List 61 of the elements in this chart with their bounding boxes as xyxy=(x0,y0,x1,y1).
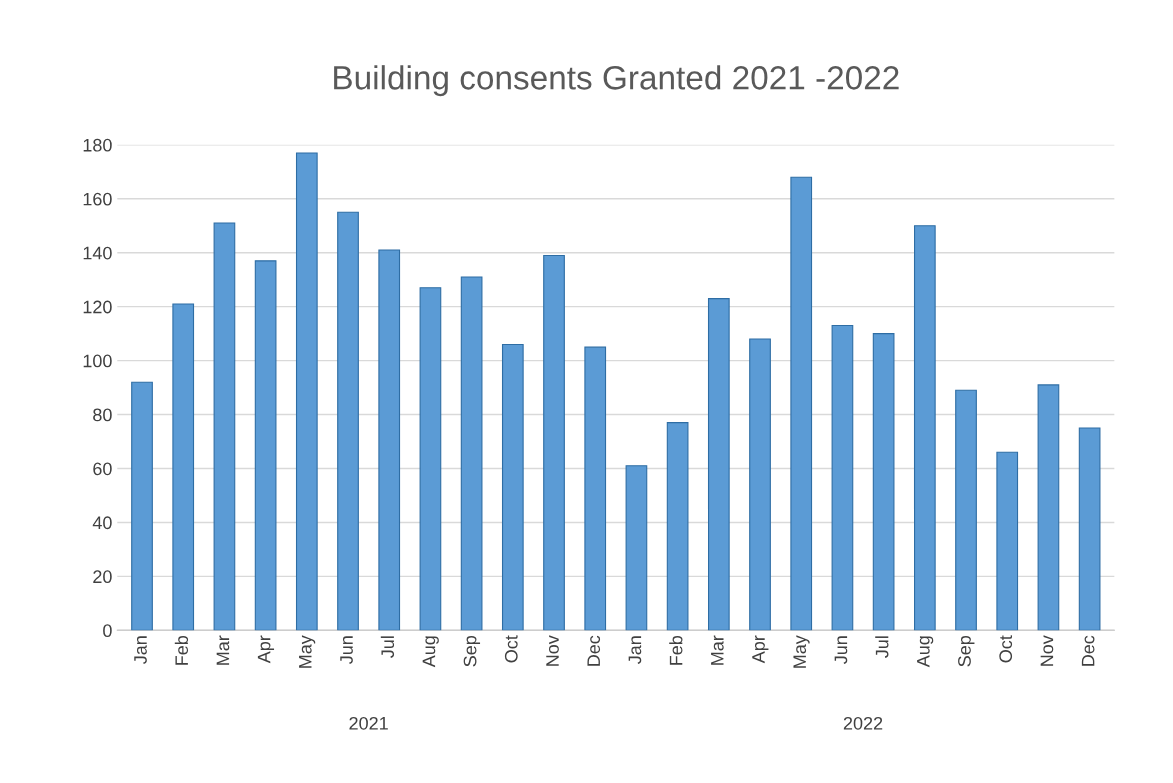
x-tick-label: Aug xyxy=(917,636,934,668)
x-tick-label: Dec xyxy=(587,635,601,666)
x-tick-label: Apr xyxy=(257,635,275,664)
y-tick-label: 140 xyxy=(83,246,112,260)
chart-title: Building consents Granted 2021 -2022 xyxy=(334,65,899,97)
x-tick-label: Jul xyxy=(875,636,889,658)
bar xyxy=(213,222,236,631)
bar xyxy=(337,211,359,631)
bar xyxy=(872,333,895,631)
y-tick-label: 160 xyxy=(83,192,112,206)
bar xyxy=(790,176,813,631)
y-tick-label: 40 xyxy=(92,516,112,530)
y-tick-label: 0 xyxy=(103,624,112,638)
bar xyxy=(295,152,318,631)
x-tick-label: Jun xyxy=(834,636,848,664)
y-tick-label: 60 xyxy=(93,462,112,476)
x-tick-label: Aug xyxy=(422,636,439,668)
bar xyxy=(913,225,936,631)
bar xyxy=(831,324,854,631)
bar xyxy=(1037,384,1060,631)
x-tick-label: Oct xyxy=(504,635,518,663)
bar xyxy=(254,260,277,631)
x-tick-label: Feb xyxy=(174,635,189,665)
y-tick-label: 80 xyxy=(93,408,112,422)
x-tick-label: Mar xyxy=(216,635,230,665)
x-tick-label: Jan xyxy=(134,636,147,664)
bar xyxy=(172,303,195,631)
text: 2022 xyxy=(843,716,883,730)
x-tick-label: Sep xyxy=(958,635,975,667)
y-tick-label: 100 xyxy=(83,354,112,368)
bar xyxy=(1078,427,1101,631)
bar xyxy=(543,254,565,631)
x-tick-label: Nov xyxy=(1040,635,1054,666)
bar xyxy=(749,338,771,631)
x-tick-label: Apr xyxy=(752,635,769,664)
x-tick-label: May xyxy=(793,635,810,668)
x-tick-label: Jun xyxy=(340,636,353,664)
y-tick-label: 120 xyxy=(83,300,112,314)
bar xyxy=(460,276,483,631)
y-tick-label: 20 xyxy=(93,570,112,584)
x-tick-label: Dec xyxy=(1081,635,1095,666)
x-tick-label: Jan xyxy=(628,636,642,664)
text: 2021 xyxy=(349,716,388,730)
x-tick-label: Nov xyxy=(546,635,559,666)
bar xyxy=(955,389,977,631)
bar xyxy=(666,422,689,631)
x-tick-label: Mar xyxy=(711,635,724,665)
bar xyxy=(707,298,730,631)
bar xyxy=(625,465,648,631)
bar xyxy=(584,346,607,631)
x-tick-label: Feb xyxy=(669,635,683,665)
y-tick-label: 180 xyxy=(83,138,112,152)
bar xyxy=(378,249,401,631)
x-tick-label: Jul xyxy=(380,636,395,658)
x-tick-label: May xyxy=(299,635,316,668)
bar xyxy=(996,451,1019,631)
bar xyxy=(131,381,153,631)
x-tick-label: Sep xyxy=(463,635,481,667)
bar xyxy=(419,287,442,631)
x-tick-label: Oct xyxy=(999,635,1013,663)
bar xyxy=(501,343,524,631)
